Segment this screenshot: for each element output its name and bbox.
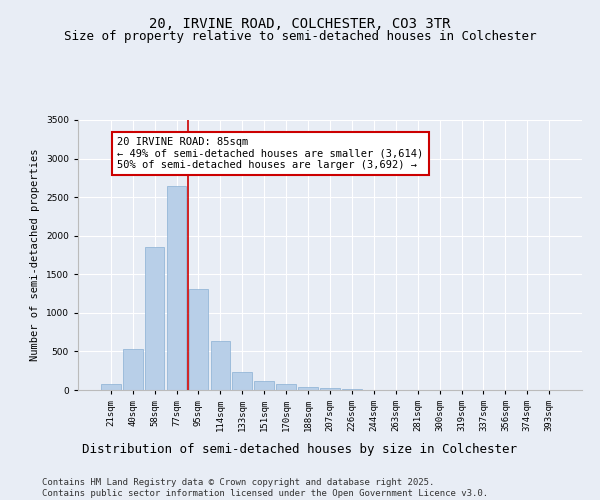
Bar (254, 380, 274, 390)
Bar (101, 384, 121, 390)
Bar (188, 289, 208, 390)
Text: Contains HM Land Registry data © Crown copyright and database right 2025.
Contai: Contains HM Land Registry data © Crown c… (42, 478, 488, 498)
Bar (167, 186, 187, 390)
Bar (123, 349, 143, 390)
Y-axis label: Number of semi-detached properties: Number of semi-detached properties (31, 149, 40, 361)
Text: 20, IRVINE ROAD, COLCHESTER, CO3 3TR: 20, IRVINE ROAD, COLCHESTER, CO3 3TR (149, 18, 451, 32)
Bar (342, 389, 362, 390)
Text: Size of property relative to semi-detached houses in Colchester: Size of property relative to semi-detach… (64, 30, 536, 43)
Bar (298, 386, 318, 390)
Bar (232, 372, 252, 390)
Bar (145, 248, 164, 390)
Text: Distribution of semi-detached houses by size in Colchester: Distribution of semi-detached houses by … (83, 442, 517, 456)
Bar (276, 384, 296, 390)
Bar (211, 341, 230, 390)
Bar (320, 388, 340, 390)
Text: 20 IRVINE ROAD: 85sqm
← 49% of semi-detached houses are smaller (3,614)
50% of s: 20 IRVINE ROAD: 85sqm ← 49% of semi-deta… (118, 137, 424, 170)
